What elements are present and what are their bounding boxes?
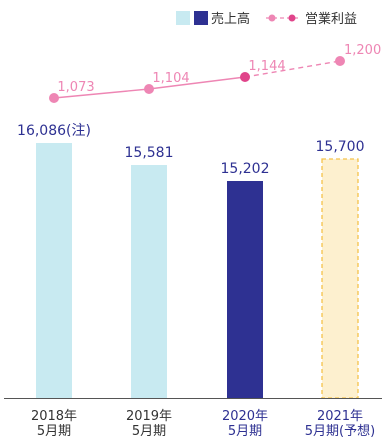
legend-swatch-light [176,11,190,25]
bar-4 [321,158,359,399]
x-tick-label-line2: 5月期 [37,424,71,439]
x-tick-label-line2: 5月期(予想) [305,423,375,439]
legend-marker [268,14,276,22]
profit-value-label: 1,073 [57,80,94,95]
bar-value-label: 15,700 [316,139,365,155]
bar-2 [131,165,167,398]
bar-value-label: 15,202 [221,161,270,177]
x-tick-label-line2: 5月期 [228,424,262,439]
profit-value-label: 1,144 [248,59,285,74]
bar-value-label: 16,086(注) [17,123,91,139]
x-tick-label-line1: 2020年 [222,409,268,424]
bar-1 [36,143,72,398]
operating-profit-series: 1,073 1,104 1,144 1,200 [49,43,381,103]
legend-swatch-dark [194,11,208,25]
profit-line-forecast [244,60,341,78]
profit-value-label: 1,104 [152,71,189,86]
x-tick-label-line1: 2018年 [31,409,77,424]
sales-series: 16,086(注) 15,581 15,202 15,700 [17,123,365,399]
profit-point-2 [144,84,154,94]
profit-point-4 [335,56,345,66]
bar-value-label: 15,581 [125,145,174,161]
profit-value-label: 1,200 [344,43,381,58]
legend: 売上高 営業利益 [176,11,357,27]
legend-label-sales: 売上高 [211,11,250,27]
profit-point-1 [49,93,59,103]
x-tick-label-line2: 5月期 [132,424,166,439]
x-tick-label-line1: 2021年 [317,409,363,424]
profit-point-3 [240,72,250,82]
bar-3 [227,181,263,398]
x-tick-label-line1: 2019年 [126,409,172,424]
legend-marker [288,14,296,22]
legend-label-profit: 営業利益 [305,11,357,27]
